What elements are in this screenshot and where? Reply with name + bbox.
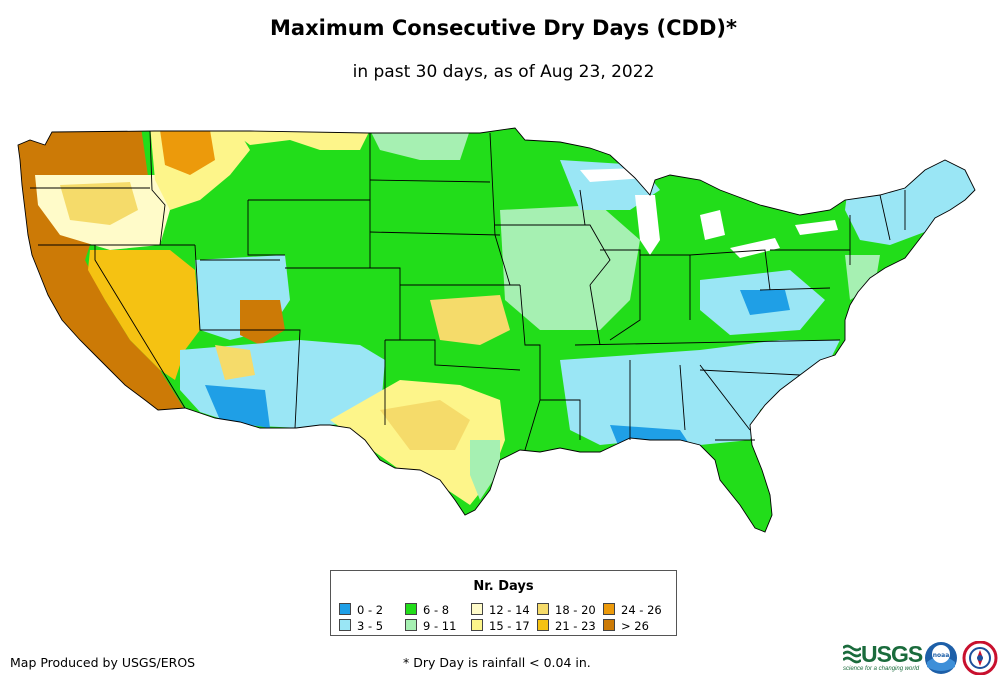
region-texas-coast (470, 440, 500, 500)
legend-item-21-23: 21 - 23 (537, 619, 596, 632)
legend-swatch (537, 619, 549, 631)
legend-swatch (339, 603, 351, 615)
region-montana-north (230, 130, 370, 150)
legend-label: 0 - 2 (357, 603, 384, 617)
legend-label: 24 - 26 (621, 603, 662, 617)
region-mid-atlantic (845, 255, 880, 300)
legend-swatch (471, 603, 483, 615)
region-utah-dry (240, 300, 285, 345)
region-arizona-wet (205, 385, 270, 428)
legend-item-over-26: > 26 (603, 619, 649, 632)
region-texas-central (380, 400, 470, 450)
credit-text: Map Produced by USGS/EROS (10, 655, 196, 670)
lake-michigan (635, 195, 660, 255)
region-florida (720, 445, 772, 532)
legend-label: 9 - 11 (423, 619, 457, 633)
region-midwest-light (500, 205, 640, 330)
legend-label: 18 - 20 (555, 603, 596, 617)
region-new-england (845, 150, 975, 245)
state-boundaries (17, 127, 976, 533)
usgs-wave-icon (843, 644, 861, 664)
legend-swatch (405, 603, 417, 615)
legend-label: 6 - 8 (423, 603, 450, 617)
region-north-dakota (370, 130, 470, 160)
map-fill (18, 128, 975, 532)
nws-logo-icon (962, 641, 998, 675)
legend-item-18-20: 18 - 20 (537, 603, 596, 616)
map-subtitle: in past 30 days, as of Aug 23, 2022 (352, 62, 655, 82)
legend-swatch (339, 619, 351, 631)
lake-ontario (795, 220, 838, 235)
legend-item-0-2: 0 - 2 (339, 603, 383, 616)
legend-label: 21 - 23 (555, 619, 596, 633)
legend-swatch (471, 619, 483, 631)
legend-item-24-26: 24 - 26 (603, 603, 662, 616)
legend-swatch (405, 619, 417, 631)
legend-swatch (537, 603, 549, 615)
region-west-virginia-wet (740, 290, 790, 315)
legend-label: 12 - 14 (489, 603, 530, 617)
noaa-logo-text: noaa (933, 652, 950, 659)
region-oregon-patch (60, 182, 138, 225)
legend-item-3-5: 3 - 5 (339, 619, 383, 632)
legend-swatch (603, 619, 615, 631)
usgs-wordmark: USGS (861, 641, 923, 667)
legend-item-15-17: 15 - 17 (471, 619, 530, 632)
footnote-text: * Dry Day is rainfall < 0.04 in. (403, 655, 591, 670)
legend-item-9-11: 9 - 11 (405, 619, 456, 632)
region-kansas (430, 295, 510, 345)
lake-huron (700, 210, 725, 240)
legend-label: 3 - 5 (357, 619, 384, 633)
legend: Nr. Days 0 - 2 3 - 5 6 - 8 9 - 11 12 - 1… (330, 570, 677, 636)
legend-title: Nr. Days (473, 579, 534, 594)
map-title: Maximum Consecutive Dry Days (CDD)* (270, 16, 737, 40)
legend-item-6-8: 6 - 8 (405, 603, 449, 616)
legend-swatch (603, 603, 615, 615)
region-arizona-dry (215, 345, 255, 380)
lake-erie (730, 238, 780, 258)
legend-label: > 26 (621, 619, 649, 633)
noaa-logo-icon: noaa (925, 642, 957, 674)
usgs-logo: USGS science for a changing world (843, 641, 923, 675)
region-idaho-north (160, 130, 215, 175)
usgs-tagline: science for a changing world (843, 666, 920, 672)
conus-cdd-map (17, 127, 976, 533)
region-great-basin (88, 250, 200, 380)
legend-item-12-14: 12 - 14 (471, 603, 530, 616)
legend-label: 15 - 17 (489, 619, 530, 633)
